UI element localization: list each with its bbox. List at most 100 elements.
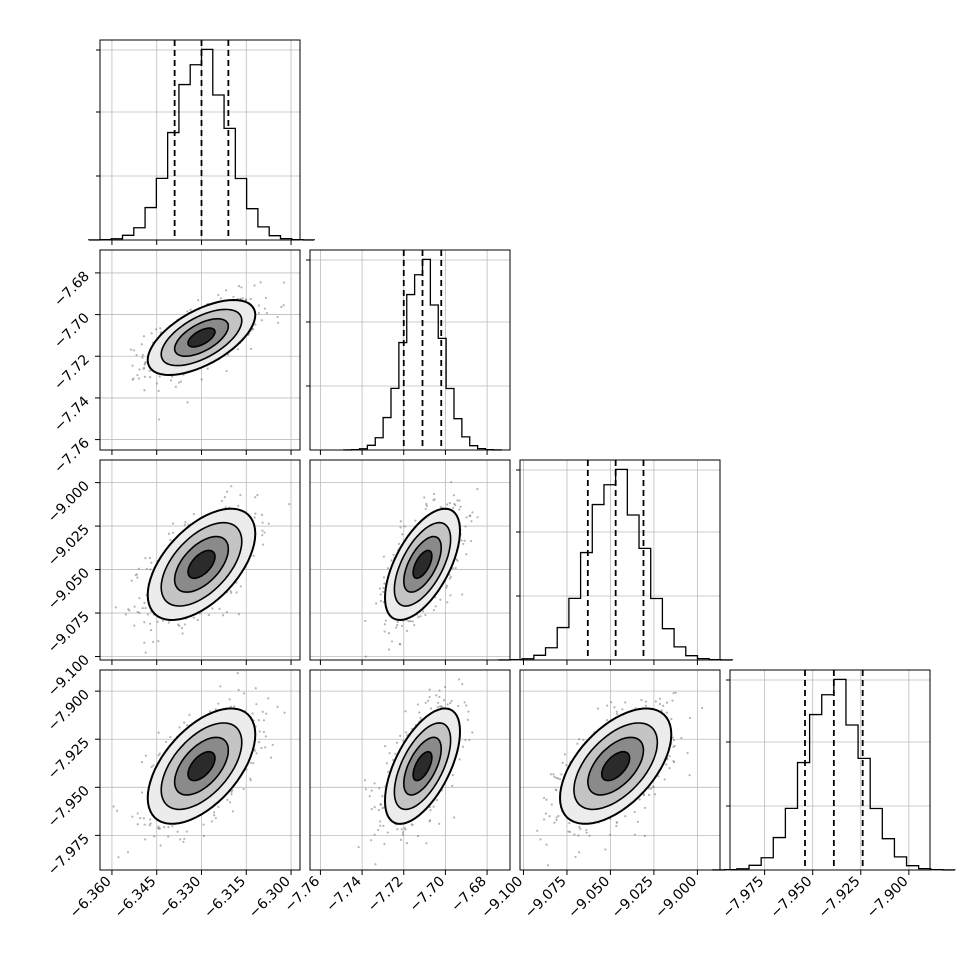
sample-point xyxy=(222,614,225,617)
y-tick-label: −7.68 xyxy=(51,268,93,310)
sample-point xyxy=(458,758,461,761)
sample-point xyxy=(239,297,242,300)
sample-point xyxy=(225,611,228,614)
sample-point xyxy=(399,838,403,841)
sample-point xyxy=(438,705,442,708)
sample-point xyxy=(262,543,265,546)
panel-frame xyxy=(309,459,511,661)
contour-line xyxy=(146,707,257,825)
sample-point xyxy=(183,523,186,526)
x-tick-label: −9.000 xyxy=(652,874,700,922)
sample-point xyxy=(425,842,428,845)
sample-point xyxy=(263,531,266,534)
sample-point xyxy=(144,607,147,610)
sample-point xyxy=(148,556,151,560)
sample-point xyxy=(156,620,159,623)
sample-point xyxy=(159,844,162,847)
sample-point xyxy=(220,499,224,503)
sample-point xyxy=(232,295,235,298)
sample-point xyxy=(668,755,671,758)
density-fill xyxy=(188,328,215,347)
scatter-panel-2-1 xyxy=(99,249,301,451)
sample-point xyxy=(381,794,384,798)
sample-point xyxy=(149,376,152,379)
sample-point xyxy=(549,773,552,776)
sample-point xyxy=(133,624,136,627)
x-tick-label: −7.70 xyxy=(407,874,449,916)
sample-point xyxy=(476,487,479,491)
sample-point xyxy=(588,834,591,837)
sample-point xyxy=(411,620,414,623)
sample-point xyxy=(239,585,242,588)
sample-point xyxy=(157,731,160,734)
sample-point xyxy=(265,712,268,715)
sample-point xyxy=(126,851,130,854)
sample-point xyxy=(409,620,412,623)
sample-point xyxy=(429,809,432,812)
sample-point xyxy=(235,591,238,594)
sample-point xyxy=(673,744,676,747)
sample-point xyxy=(236,348,239,351)
sample-point xyxy=(574,855,577,859)
sample-point xyxy=(432,609,435,612)
x-tick-label: −6.360 xyxy=(67,874,115,922)
sample-point xyxy=(672,692,675,695)
sample-point xyxy=(140,343,143,346)
panel-frame xyxy=(99,459,301,661)
sample-point xyxy=(383,630,386,633)
sample-point xyxy=(670,717,673,721)
sample-point xyxy=(411,823,414,827)
sample-point xyxy=(657,775,660,778)
sample-point xyxy=(545,798,548,801)
sample-point xyxy=(237,285,241,288)
sample-point xyxy=(456,559,459,562)
sample-point xyxy=(379,824,382,827)
sample-point xyxy=(149,629,153,632)
sample-point xyxy=(379,593,382,596)
sample-point xyxy=(264,296,268,299)
sample-point xyxy=(464,525,467,528)
sample-point xyxy=(253,516,256,519)
sample-point xyxy=(615,825,618,828)
y-tick-label: −9.075 xyxy=(45,609,93,657)
sample-point xyxy=(251,712,254,715)
sample-point xyxy=(624,815,627,818)
sample-point xyxy=(577,834,580,837)
sample-point xyxy=(399,520,402,523)
sample-point xyxy=(429,819,432,822)
histogram-panel-4 xyxy=(712,669,956,871)
sample-point xyxy=(377,808,381,812)
sample-point xyxy=(544,812,547,815)
sample-point xyxy=(180,626,183,630)
y-tick-label: −7.70 xyxy=(51,310,93,352)
sample-point xyxy=(680,736,683,740)
sample-point xyxy=(665,701,669,704)
sample-point xyxy=(463,539,466,542)
sample-point xyxy=(115,809,119,812)
sample-point xyxy=(155,382,158,385)
y-tick-label: −7.950 xyxy=(45,783,93,831)
sample-point xyxy=(252,554,255,557)
sample-point xyxy=(433,498,436,501)
sample-point xyxy=(139,817,142,820)
sample-point xyxy=(237,688,240,692)
sample-point xyxy=(249,347,253,351)
sample-point xyxy=(396,620,399,623)
sample-point xyxy=(267,697,270,700)
sample-point xyxy=(396,828,399,831)
sample-point xyxy=(370,839,373,842)
sample-point xyxy=(226,798,229,801)
sample-point xyxy=(647,793,651,797)
x-tick-label: −9.075 xyxy=(522,874,570,922)
sample-point xyxy=(382,824,385,828)
sample-point xyxy=(256,493,259,497)
sample-point xyxy=(158,375,161,378)
sample-point xyxy=(260,513,264,516)
sample-point xyxy=(150,765,153,768)
sample-point xyxy=(424,701,427,704)
sample-point xyxy=(206,367,209,370)
sample-point xyxy=(377,828,380,832)
sample-point xyxy=(558,778,562,781)
sample-point xyxy=(582,738,585,741)
